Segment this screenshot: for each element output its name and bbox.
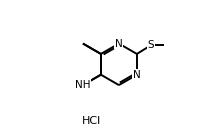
Text: S: S <box>148 40 154 50</box>
Text: HCl: HCl <box>82 116 101 126</box>
Text: N: N <box>115 39 123 49</box>
Text: N: N <box>133 70 141 80</box>
Text: NH: NH <box>75 80 91 90</box>
